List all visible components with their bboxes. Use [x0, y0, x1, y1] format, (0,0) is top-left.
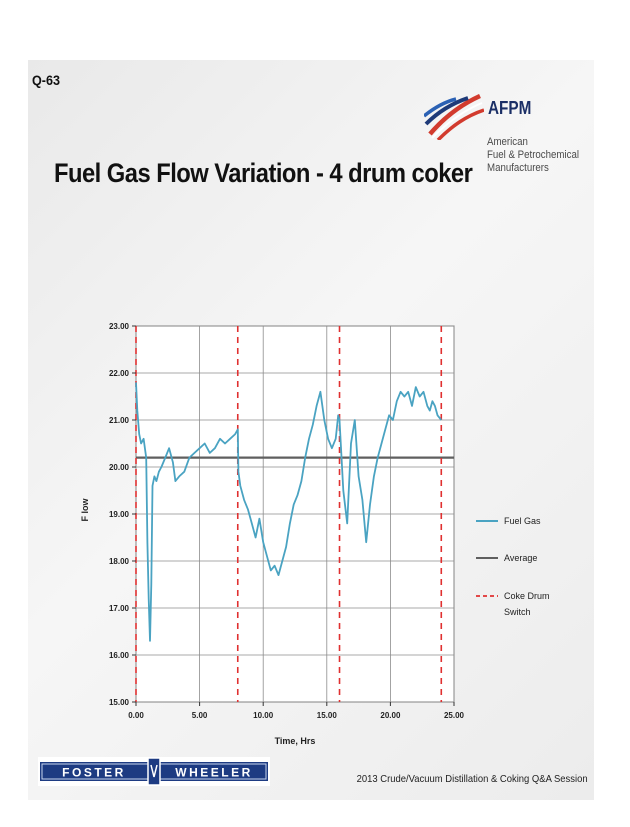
chart-legend: Fuel Gas Average Coke Drum Switch [476, 516, 550, 617]
y-axis-label: F low [80, 498, 90, 522]
y-tick-label: 19.00 [109, 510, 130, 519]
slide-title: Fuel Gas Flow Variation - 4 drum coker [54, 158, 473, 188]
legend-coke-drum-switch-label: Coke Drum Switch [504, 591, 550, 617]
chart-axes: 15.00 16.00 17.00 18.00 19.00 20.00 21.00 22.00… [80, 322, 465, 746]
y-tick-label: 23.00 [109, 322, 130, 331]
x-tick-label: 15.00 [317, 711, 338, 720]
foster-wheeler-logo: FOSTER WHEELER [38, 757, 270, 786]
fuel-gas-line [135, 382, 442, 642]
legend-average-label: Average [504, 553, 537, 563]
x-tick-label: 0.00 [128, 711, 144, 720]
fuel-gas-flow-chart: 15.00 16.00 17.00 18.00 19.00 20.00 21.00 22.00… [80, 322, 550, 746]
y-tick-label: 20.00 [109, 463, 130, 472]
svg-text:WHEELER: WHEELER [175, 766, 253, 780]
y-tick-label: 17.00 [109, 604, 130, 613]
afpm-logo-line-1: American [487, 136, 528, 148]
afpm-logo-line-3: Manufacturers [487, 162, 549, 174]
afpm-logo-name: AFPM [488, 98, 532, 118]
y-tick-label: 16.00 [109, 651, 130, 660]
slide-id: Q-63 [32, 72, 61, 88]
y-tick-label: 21.00 [109, 416, 130, 425]
x-axis-label: Time, Hrs [275, 736, 316, 746]
foster-wheeler-logo-text: FOSTER [62, 766, 126, 780]
afpm-logo-line-2: Fuel & Petrochemical [487, 149, 580, 161]
y-tick-label: 15.00 [109, 698, 130, 707]
y-tick-label: 22.00 [109, 369, 130, 378]
y-tick-label: 18.00 [109, 557, 130, 566]
legend-fuel-gas-label: Fuel Gas [504, 516, 541, 526]
chart-grid [135, 325, 455, 703]
x-tick-label: 25.00 [444, 711, 465, 720]
x-tick-label: 20.00 [380, 711, 401, 720]
fuel-gas-layer [135, 382, 442, 642]
footer-caption: 2013 Crude/Vacuum Distillation & Coking … [357, 773, 588, 785]
afpm-swoosh-logo [424, 94, 484, 140]
x-tick-label: 10.00 [253, 711, 274, 720]
x-tick-label: 5.00 [192, 711, 208, 720]
